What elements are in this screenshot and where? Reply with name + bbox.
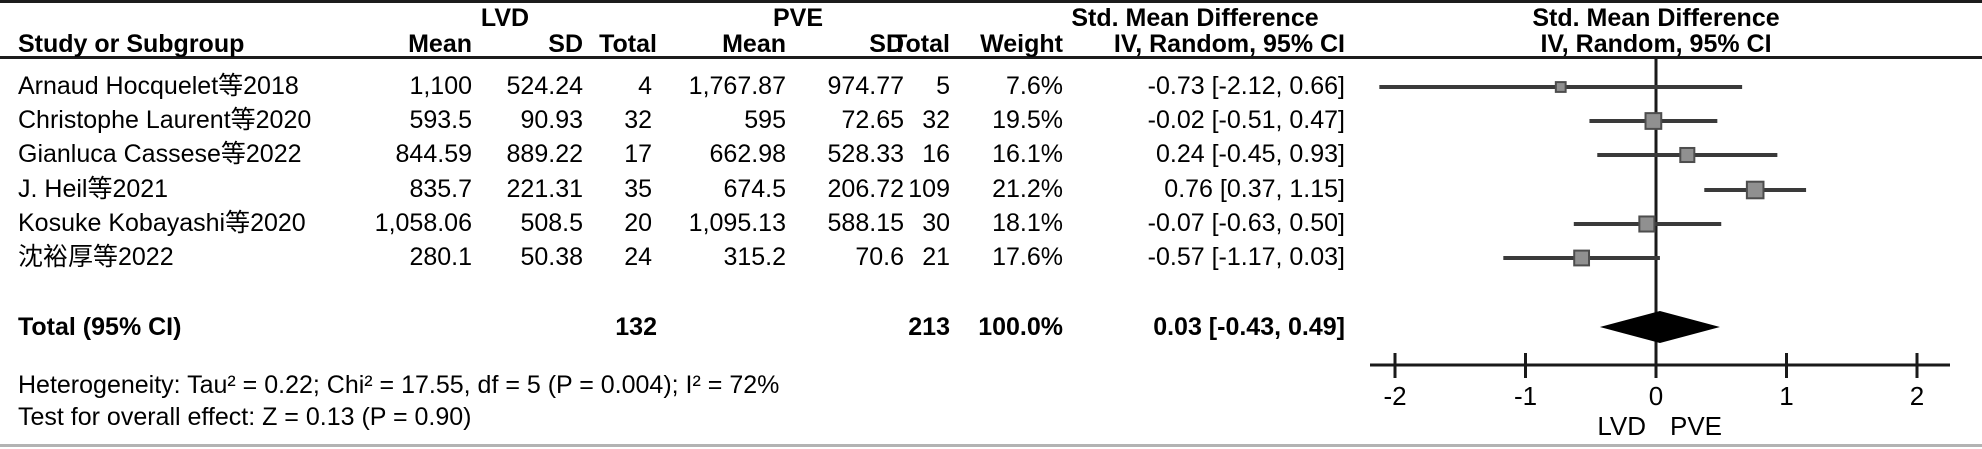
- axis-label-right: PVE: [1670, 411, 1722, 441]
- row-6-lvd-total: 24: [624, 243, 652, 271]
- row-3-pve-sd: 528.33: [827, 140, 904, 168]
- row-5-lvd-sd: 508.5: [520, 209, 583, 237]
- axis-tick-label--1: -1: [1514, 381, 1537, 411]
- row-2-pve-total: 32: [922, 106, 950, 134]
- axis-label-left: LVD: [1597, 411, 1646, 441]
- row-4-pve-mean: 674.5: [723, 175, 786, 203]
- row-4-lvd-total: 35: [624, 175, 652, 203]
- row-3-pve-total: 16: [922, 140, 950, 168]
- row-6-weight: 17.6%: [992, 243, 1063, 271]
- plot-title: Std. Mean Difference: [1532, 4, 1780, 32]
- row-4-pve-total: 109: [908, 175, 950, 203]
- col-header-lvd-mean: Mean: [408, 30, 472, 58]
- row-4-lvd-mean: 835.7: [409, 175, 472, 203]
- row-1-weight: 7.6%: [1006, 72, 1063, 100]
- header-rule: [0, 56, 1982, 59]
- row-2-study: Christophe Laurent等2020: [18, 106, 312, 134]
- row-4-pve-sd: 206.72: [827, 175, 904, 203]
- total-row-label: Total (95% CI): [18, 313, 182, 341]
- row-3-weight: 16.1%: [992, 140, 1063, 168]
- total-ci-text: 0.03 [-0.43, 0.49]: [1153, 313, 1345, 341]
- axis-tick-label-0: 0: [1649, 381, 1663, 411]
- row-4-lvd-sd: 221.31: [506, 175, 583, 203]
- heterogeneity-note: Heterogeneity: Tau² = 0.22; Chi² = 17.55…: [18, 371, 780, 399]
- row-6-lvd-mean: 280.1: [409, 243, 472, 271]
- row-5-weight: 18.1%: [992, 209, 1063, 237]
- row-6-ci-text: -0.57 [-1.17, 0.03]: [1147, 243, 1345, 271]
- effect-marker-study-5: [1638, 215, 1656, 233]
- row-2-weight: 19.5%: [992, 106, 1063, 134]
- plot-subtitle: IV, Random, 95% CI: [1540, 30, 1772, 58]
- row-2-ci-text: -0.02 [-0.51, 0.47]: [1147, 106, 1345, 134]
- effect-marker-study-4: [1745, 180, 1765, 200]
- row-3-lvd-total: 17: [624, 140, 652, 168]
- row-3-lvd-sd: 889.22: [506, 140, 583, 168]
- row-1-lvd-sd: 524.24: [506, 72, 583, 100]
- row-1-lvd-mean: 1,100: [409, 72, 472, 100]
- row-2-lvd-sd: 90.93: [520, 106, 583, 134]
- row-6-pve-mean: 315.2: [723, 243, 786, 271]
- row-2-lvd-mean: 593.5: [409, 106, 472, 134]
- row-3-study: Gianluca Cassese等2022: [18, 140, 302, 168]
- row-1-pve-total: 5: [936, 72, 950, 100]
- axis-tick-label-1: 1: [1779, 381, 1793, 411]
- row-5-pve-mean: 1,095.13: [688, 209, 786, 237]
- effect-marker-study-6: [1573, 249, 1591, 267]
- row-6-study: 沈裕厚等2022: [18, 243, 174, 271]
- row-3-pve-mean: 662.98: [709, 140, 786, 168]
- row-6-pve-total: 21: [922, 243, 950, 271]
- row-2-pve-mean: 595: [744, 106, 786, 134]
- col-header-study: Study or Subgroup: [18, 30, 245, 58]
- row-1-ci-text: -0.73 [-2.12, 0.66]: [1147, 72, 1345, 100]
- row-2-lvd-total: 32: [624, 106, 652, 134]
- row-4-ci-text: 0.76 [0.37, 1.15]: [1164, 175, 1345, 203]
- axis-tick-label--2: -2: [1383, 381, 1406, 411]
- col-header-pve-sd: SD: [869, 30, 904, 58]
- row-3-ci-text: 0.24 [-0.45, 0.93]: [1155, 140, 1345, 168]
- row-4-weight: 21.2%: [992, 175, 1063, 203]
- pooled-effect-diamond: [1599, 311, 1720, 343]
- col-header-lvd-sd: SD: [548, 30, 583, 58]
- row-1-pve-sd: 974.77: [827, 72, 904, 100]
- top-rule: [0, 0, 1982, 3]
- overall-effect-note: Test for overall effect: Z = 0.13 (P = 0…: [18, 403, 472, 431]
- row-5-pve-total: 30: [922, 209, 950, 237]
- row-3-lvd-mean: 844.59: [395, 140, 472, 168]
- effect-marker-study-2: [1644, 112, 1663, 130]
- col-header-smd-ci: IV, Random, 95% CI: [1113, 30, 1345, 58]
- group-header-pve: PVE: [772, 4, 824, 32]
- effect-marker-study-1: [1554, 81, 1567, 93]
- group-header-lvd: LVD: [480, 4, 530, 32]
- total-lvd-total: 132: [615, 313, 657, 341]
- effect-marker-study-3: [1679, 146, 1696, 164]
- col-header-weight: Weight: [980, 30, 1063, 58]
- row-5-ci-text: -0.07 [-0.63, 0.50]: [1147, 209, 1345, 237]
- row-1-lvd-total: 4: [638, 72, 652, 100]
- row-1-study: Arnaud Hocquelet等2018: [18, 72, 299, 100]
- row-4-study: J. Heil等2021: [18, 175, 169, 203]
- col-header-lvd-total: Total: [599, 30, 657, 58]
- row-5-study: Kosuke Kobayashi等2020: [18, 209, 306, 237]
- row-6-pve-sd: 70.6: [855, 243, 904, 271]
- axis-tick-label-2: 2: [1910, 381, 1924, 411]
- col-header-pve-mean: Mean: [722, 30, 786, 58]
- col-header-pve-total: Total: [892, 30, 950, 58]
- total-weight: 100.0%: [978, 313, 1063, 341]
- row-1-pve-mean: 1,767.87: [688, 72, 786, 100]
- smd-column-title: Std. Mean Difference: [1071, 4, 1319, 32]
- row-2-pve-sd: 72.65: [841, 106, 904, 134]
- row-5-pve-sd: 588.15: [827, 209, 904, 237]
- total-pve-total: 213: [908, 313, 950, 341]
- row-5-lvd-total: 20: [624, 209, 652, 237]
- bottom-rule: [0, 444, 1982, 447]
- row-5-lvd-mean: 1,058.06: [374, 209, 472, 237]
- row-6-lvd-sd: 50.38: [520, 243, 583, 271]
